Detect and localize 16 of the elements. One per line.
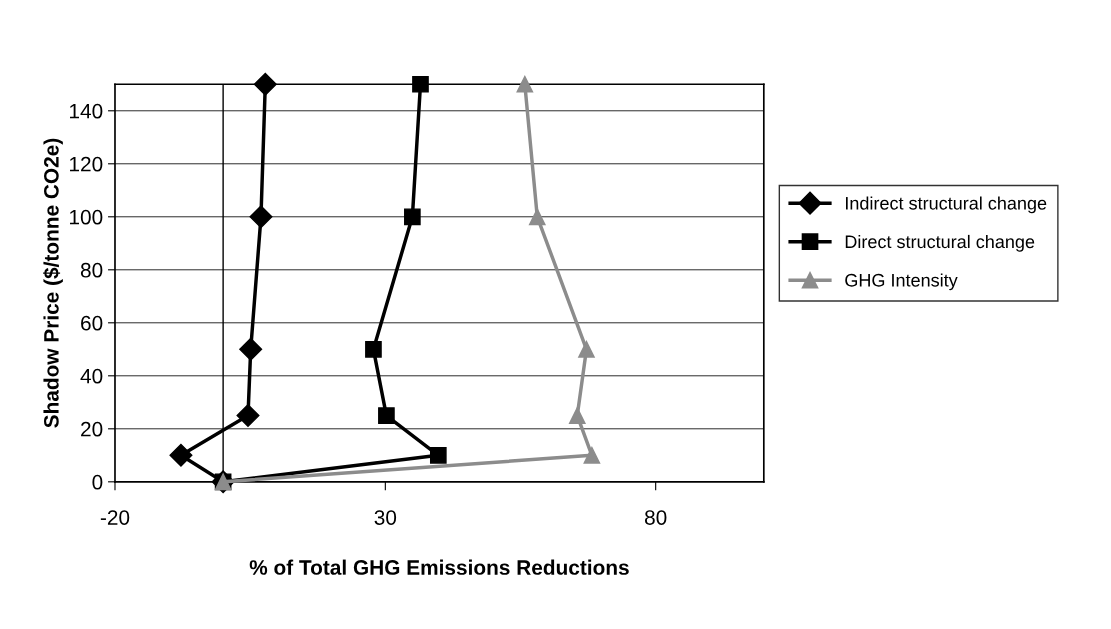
y-tick-label: 0: [92, 474, 103, 490]
y-tick-label: 60: [81, 315, 103, 331]
y-tick-label: 100: [70, 209, 103, 225]
x-tick-label: 30: [374, 510, 397, 525]
legend-label: Direct structural change: [845, 234, 1035, 252]
y-tick-label: 80: [80, 262, 103, 278]
y-axis-title: Shadow Price ($/tonne CO2e): [43, 138, 63, 428]
x-tick-label: 80: [644, 510, 667, 525]
legend-label: GHG Intensity: [845, 273, 958, 291]
x-tick-label: -20: [100, 510, 130, 525]
legend-label: Indirect structural change: [846, 196, 1047, 214]
y-tick-label: 140: [70, 103, 103, 119]
x-axis-title: % of Total GHG Emissions Reductions: [249, 559, 629, 575]
y-tick-label: 40: [80, 368, 103, 384]
y-tick-label: 20: [81, 421, 103, 437]
y-tick-label: 120: [70, 156, 103, 172]
